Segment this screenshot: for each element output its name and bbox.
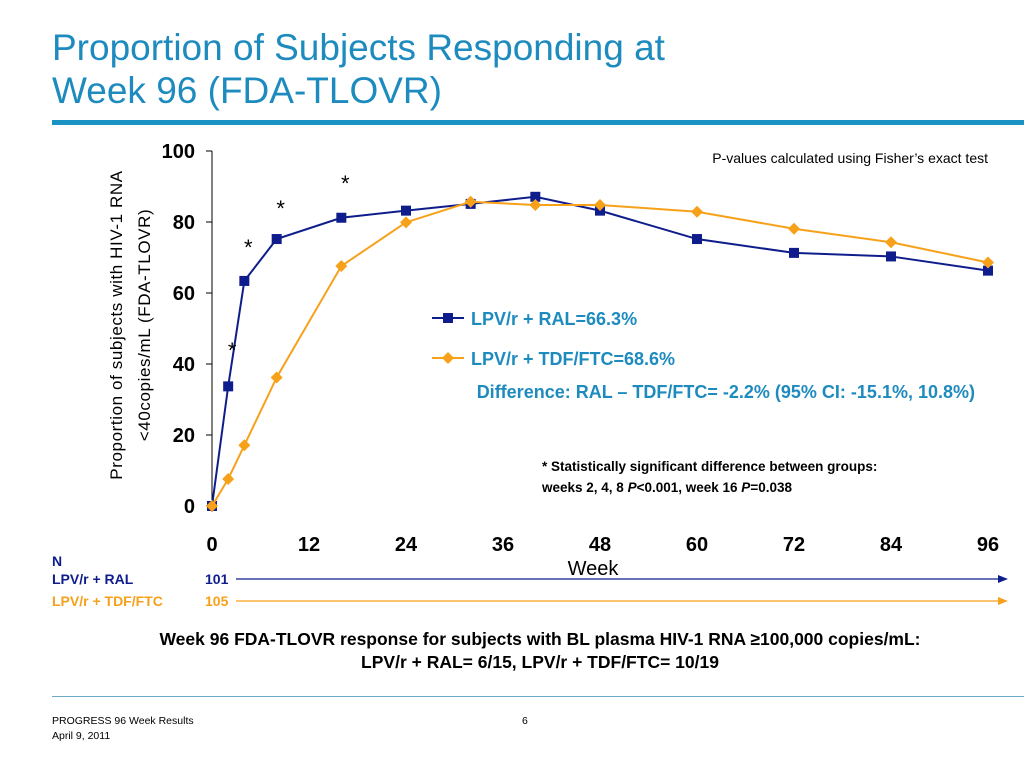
n-table-header: N (52, 553, 62, 569)
y-axis-title-line-2: <40copies/mL (FDA-TLOVR) (135, 209, 154, 441)
data-point-diamond (594, 198, 606, 211)
pvalue-note: P-values calculated using Fisher’s exact… (712, 150, 988, 166)
data-point-diamond (400, 216, 412, 229)
data-point-square (789, 247, 799, 258)
data-point-diamond (691, 205, 703, 218)
data-point-diamond (270, 371, 283, 384)
x-axis-title: Week (568, 558, 620, 580)
baseline-response-note-line-1: Week 96 FDA-TLOVR response for subjects … (159, 629, 921, 649)
footer-date: April 9, 2011 (52, 730, 111, 742)
data-point-diamond (788, 222, 800, 235)
significance-markers: * * * * (228, 171, 350, 363)
y-tick-label: 0 (184, 496, 195, 518)
x-tick-label: 24 (395, 534, 418, 556)
x-tick-label: 60 (686, 534, 708, 556)
data-point-square (401, 205, 411, 216)
n-row-arrow-head (998, 597, 1008, 605)
significance-star: * (228, 338, 237, 363)
legend-marker-square (443, 313, 453, 323)
data-point-diamond (206, 500, 218, 512)
y-tick-label: 60 (173, 283, 195, 305)
x-tick-label: 12 (298, 534, 320, 556)
x-axis-ticks: 0 12 24 36 48 60 72 84 96 (206, 534, 999, 556)
y-axis-title-line-1: Proportion of subjects with HIV-1 RNA (107, 170, 126, 479)
data-point-square (886, 251, 896, 262)
title-line-2: Week 96 (FDA-TLOVR) (52, 70, 442, 111)
slide-title: Proportion of Subjects Responding at Wee… (52, 26, 665, 112)
title-line-1: Proportion of Subjects Responding at (52, 27, 665, 68)
data-point-square (271, 234, 282, 245)
y-tick-label: 80 (173, 212, 195, 234)
data-point-diamond (885, 236, 897, 249)
data-point-diamond (335, 260, 348, 273)
series-lpv-tdf-ftc (206, 195, 994, 512)
response-line-chart: Proportion of subjects with HIV-1 RNA <4… (52, 141, 1008, 609)
data-point-diamond (222, 473, 235, 486)
y-tick-label: 20 (173, 425, 195, 447)
legend-label: LPV/r + TDF/FTC=68.6% (471, 349, 675, 369)
data-point-diamond (982, 256, 994, 269)
data-point-square (223, 381, 234, 392)
data-point-diamond (529, 198, 542, 211)
n-table-row: LPV/r + RAL 101 (52, 571, 1008, 587)
x-tick-label: 72 (783, 534, 805, 556)
footer-divider (52, 696, 1024, 697)
data-point-diamond (464, 195, 477, 208)
data-point-square (983, 265, 993, 276)
title-divider (52, 120, 1024, 125)
significance-star: * (276, 196, 285, 221)
x-tick-label: 84 (880, 534, 903, 556)
data-point-square (692, 234, 702, 245)
data-point-diamond (238, 439, 251, 452)
n-row-value: 105 (205, 593, 229, 609)
page-number: 6 (522, 715, 528, 727)
legend-label: LPV/r + RAL=66.3% (471, 309, 637, 329)
legend-marker-diamond (442, 352, 454, 364)
baseline-response-note: Week 96 FDA-TLOVR response for subjects … (60, 628, 1020, 674)
n-at-risk-table: N LPV/r + RAL 101 LPV/r + TDF/FTC 105 (52, 553, 1008, 609)
x-tick-label: 0 (206, 534, 217, 556)
chart-series (206, 191, 994, 512)
baseline-response-note-line-2: LPV/r + RAL= 6/15, LPV/r + TDF/FTC= 10/1… (361, 652, 719, 672)
significance-note-line-1: * Statistically significant difference b… (542, 459, 877, 474)
x-tick-label: 96 (977, 534, 999, 556)
n-table-row: LPV/r + TDF/FTC 105 (52, 593, 1008, 609)
significance-note: * Statistically significant difference b… (541, 459, 877, 495)
data-point-square (336, 212, 347, 223)
y-tick-label: 100 (162, 141, 195, 163)
difference-note: Difference: RAL – TDF/FTC= -2.2% (95% CI… (477, 382, 975, 402)
n-row-label: LPV/r + TDF/FTC (52, 593, 163, 609)
footer-title: PROGRESS 96 Week Results (52, 715, 194, 727)
data-point-square (239, 275, 250, 286)
significance-star: * (244, 235, 253, 260)
y-axis-title: Proportion of subjects with HIV-1 RNA <4… (107, 170, 154, 479)
x-tick-label: 48 (589, 534, 611, 556)
data-point-square (530, 191, 541, 202)
significance-note-line-2: weeks 2, 4, 8 P<0.001, week 16 P=0.038 (541, 480, 792, 495)
chart-legend: LPV/r + RAL=66.3% LPV/r + TDF/FTC=68.6% (432, 309, 675, 369)
significance-star: * (341, 171, 350, 196)
n-row-arrow-head (998, 575, 1008, 583)
y-tick-label: 40 (173, 354, 195, 376)
n-row-value: 101 (205, 571, 229, 587)
n-row-label: LPV/r + RAL (52, 571, 134, 587)
x-tick-label: 36 (492, 534, 514, 556)
y-axis-ticks: 0 20 40 60 80 100 (162, 141, 212, 518)
